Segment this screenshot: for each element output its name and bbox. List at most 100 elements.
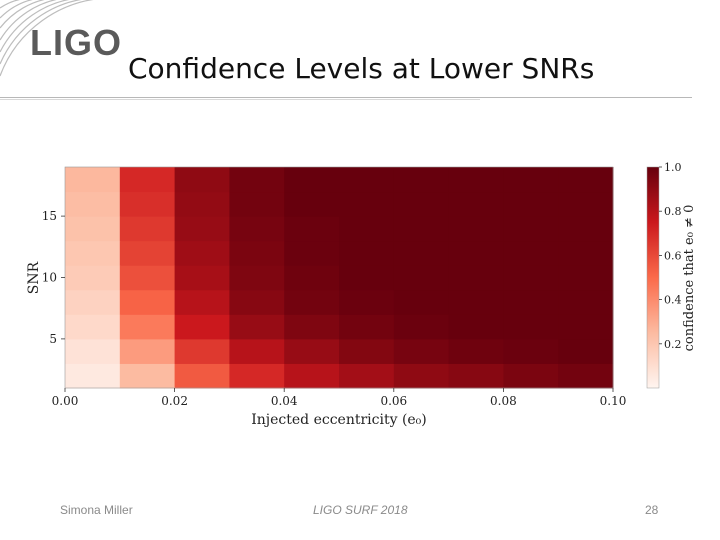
heatmap-cell — [558, 265, 614, 291]
heatmap-cell — [393, 240, 450, 266]
heatmap-cell — [393, 216, 450, 242]
heatmap-cell — [558, 216, 614, 242]
heatmap-cell — [65, 191, 121, 217]
heatmap-cell — [284, 338, 340, 364]
heatmap-cell — [503, 289, 559, 315]
y-axis-label: SNR — [26, 261, 42, 294]
heatmap-cell — [503, 191, 559, 217]
heatmap-cell — [229, 338, 285, 364]
heatmap-cell — [229, 216, 285, 242]
heatmap-cell — [339, 363, 395, 389]
heatmap-cell — [284, 363, 340, 389]
heatmap-cell — [65, 289, 121, 315]
colorbar-tick-label: 1.0 — [664, 161, 682, 174]
heatmap-cell — [119, 216, 176, 242]
confidence-heatmap-chart: 0.00 0.02 0.04 0.06 0.08 0.10 5 10 15 Injected … — [26, 161, 697, 428]
heatmap-cell — [503, 167, 559, 193]
heatmap-cell — [503, 363, 559, 389]
y-tick-label: 5 — [49, 332, 57, 346]
heatmap-cell — [174, 363, 230, 389]
heatmap-cell — [339, 289, 395, 315]
heatmap-cell — [65, 167, 121, 193]
ligo-logo: LIGO — [0, 0, 122, 90]
x-tick-label: 0.02 — [161, 394, 188, 408]
heatmap-cell — [229, 191, 285, 217]
heatmap-cell — [229, 240, 285, 266]
y-tick-label: 15 — [42, 209, 57, 223]
heatmap-cell — [393, 314, 450, 340]
title-divider — [0, 97, 692, 98]
heatmap-cells — [65, 167, 614, 389]
heatmap-cell — [174, 167, 230, 193]
heatmap-cell — [65, 265, 121, 291]
colorbar-tick-label: 0.4 — [664, 294, 682, 307]
heatmap-cell — [503, 265, 559, 291]
colorbar-label: confidence that e₀ ≠ 0 — [682, 205, 697, 352]
heatmap-cell — [229, 167, 285, 193]
heatmap-cell — [119, 265, 176, 291]
heatmap-cell — [119, 240, 176, 266]
colorbar-tick-label: 0.2 — [664, 338, 682, 351]
heatmap-cell — [558, 363, 614, 389]
heatmap-cell — [503, 240, 559, 266]
heatmap-cell — [448, 265, 504, 291]
heatmap-cell — [119, 167, 176, 193]
heatmap-cell — [119, 363, 176, 389]
x-axis: 0.00 0.02 0.04 0.06 0.08 0.10 — [52, 388, 627, 408]
heatmap-cell — [174, 216, 230, 242]
heatmap-cell — [393, 289, 450, 315]
heatmap-cell — [558, 191, 614, 217]
title-divider-secondary — [0, 99, 480, 100]
heatmap-cell — [284, 167, 340, 193]
heatmap-cell — [448, 191, 504, 217]
heatmap-cell — [448, 314, 504, 340]
heatmap-cell — [174, 265, 230, 291]
heatmap-cell — [393, 167, 450, 193]
heatmap-cell — [119, 338, 176, 364]
heatmap-cell — [503, 338, 559, 364]
heatmap-cell — [284, 240, 340, 266]
heatmap-cell — [339, 240, 395, 266]
heatmap-cell — [448, 167, 504, 193]
heatmap-cell — [284, 191, 340, 217]
heatmap-cell — [65, 314, 121, 340]
y-axis: 5 10 15 — [42, 209, 65, 346]
heatmap-cell — [174, 240, 230, 266]
heatmap-cell — [558, 338, 614, 364]
heatmap-cell — [174, 191, 230, 217]
heatmap-cell — [339, 265, 395, 291]
footer-event: LIGO SURF 2018 — [313, 503, 408, 517]
heatmap-cell — [119, 191, 176, 217]
heatmap-cell — [119, 289, 176, 315]
x-tick-label: 0.10 — [600, 394, 627, 408]
heatmap-cell — [284, 265, 340, 291]
colorbar-tick-label: 0.8 — [664, 205, 682, 218]
heatmap-cell — [558, 167, 614, 193]
heatmap-cell — [65, 216, 121, 242]
colorbar — [646, 166, 660, 389]
heatmap-cell — [229, 363, 285, 389]
heatmap-cell — [339, 216, 395, 242]
heatmap-cell — [339, 314, 395, 340]
colorbar-tick-label: 0.6 — [664, 249, 682, 262]
heatmap-cell — [174, 314, 230, 340]
logo-arcs-icon — [0, 0, 95, 77]
heatmap-cell — [339, 191, 395, 217]
heatmap-cell — [284, 216, 340, 242]
heatmap-cell — [448, 240, 504, 266]
footer-page-number: 28 — [645, 503, 659, 517]
x-tick-label: 0.00 — [52, 394, 79, 408]
heatmap-cell — [448, 338, 504, 364]
page-title: Confidence Levels at Lower SNRs — [128, 52, 595, 85]
logo-text: LIGO — [30, 22, 122, 63]
x-tick-label: 0.08 — [490, 394, 517, 408]
heatmap-cell — [393, 191, 450, 217]
heatmap-cell — [284, 314, 340, 340]
x-tick-label: 0.06 — [380, 394, 407, 408]
colorbar-ticks: 0.2 0.4 0.6 0.8 1.0 — [659, 161, 682, 351]
footer-author: Simona Miller — [60, 503, 133, 517]
heatmap-cell — [448, 363, 504, 389]
heatmap-cell — [448, 216, 504, 242]
heatmap-cell — [558, 240, 614, 266]
heatmap-cell — [65, 338, 121, 364]
